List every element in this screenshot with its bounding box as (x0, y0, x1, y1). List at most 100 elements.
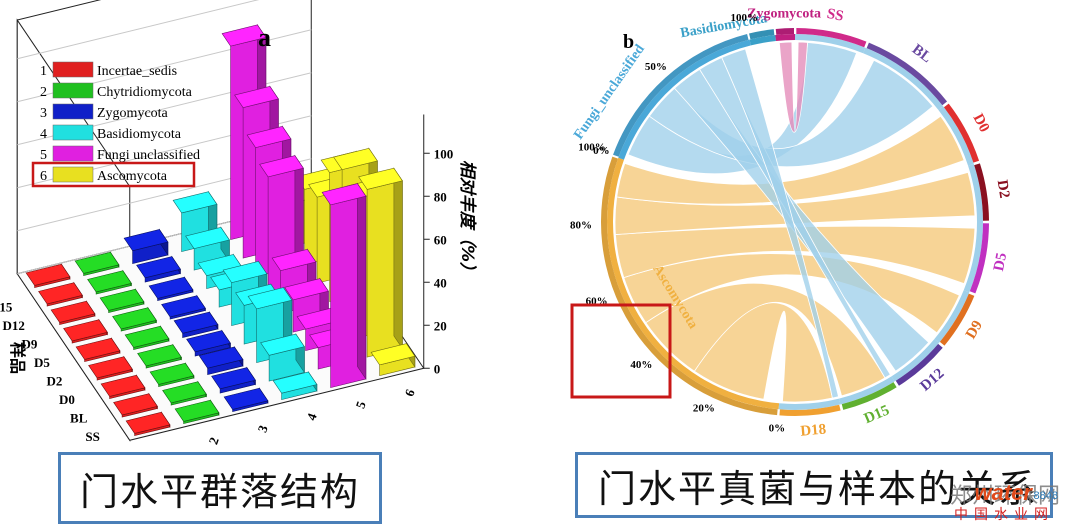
ribbon-Ascomycota-D0 (616, 115, 965, 205)
sample-outer-arc-D0 (943, 103, 980, 163)
ribbons (614, 41, 976, 403)
sample-outer-arc-D18 (779, 404, 841, 416)
sample-label: BL (70, 410, 88, 425)
percent-tick-label: 0% (593, 145, 610, 157)
taxon-label-Zygomycota: Zygomycota (747, 7, 821, 22)
sample-label-D18: D18 (800, 422, 827, 440)
legend-swatch-6 (52, 166, 94, 183)
bar-top-D5-5 (271, 249, 317, 271)
sample-label: D0 (59, 392, 75, 407)
bar-top-D2-2 (137, 344, 182, 367)
legend-highlight-box (31, 161, 196, 188)
legend-index: 4 (40, 127, 47, 142)
sample-label-D5: D5 (991, 251, 1010, 272)
bar-top-D18-1 (25, 263, 71, 286)
legend-label: Basidiomycota (97, 127, 182, 142)
taxon-outer-arc-Basidiomycota (749, 29, 775, 40)
sample-outer-arc-D15 (841, 382, 897, 410)
bar-top-D2-6 (333, 148, 378, 170)
bar-top-SS-4 (272, 371, 318, 394)
sample-label: D5 (34, 355, 50, 370)
taxon-inner-arc-Basidiomycota (749, 35, 776, 46)
bar-top-D2-3 (186, 330, 231, 353)
bar-top-SS-6 (370, 343, 416, 366)
bar-top-BL-1 (113, 393, 158, 416)
legend-swatch-3 (52, 103, 94, 120)
sample-label-D0: D0 (970, 111, 993, 135)
watermark-site: 中国水业网 (954, 507, 1054, 523)
sample-inner-arc-D2 (968, 163, 983, 222)
sample-inner-arc-SS (795, 34, 866, 54)
bar-top-D0-4 (247, 287, 293, 310)
legend-label: Incertae_sedis (97, 64, 177, 79)
legend-label: Fungi unclassified (97, 148, 200, 163)
bar-side-SS-5 (357, 182, 367, 380)
gridline (17, 0, 260, 60)
bar-top-D2-1 (88, 356, 133, 379)
sample-label-D9: D9 (963, 318, 986, 342)
bar-top-D5-2 (124, 325, 170, 348)
caption-a: 门水平群落结构 (58, 452, 382, 524)
taxon-index-label: 6 (401, 387, 417, 399)
legend: 1 Incertae_sedis 2 Chytridiomycota 3 Zygomyco… (31, 61, 200, 188)
z-tick-label: 40 (434, 275, 447, 290)
watermark-number: 8848 (1033, 490, 1058, 502)
bar-top-D5-3 (173, 311, 219, 334)
chord-svg: SSBLD0D2D5D9D12D15D18AscomycotaFungi_unc… (570, 6, 1013, 440)
legend-index: 5 (40, 148, 47, 163)
sample-inner-arc-D12 (891, 338, 940, 382)
taxon-index-label: 2 (205, 435, 221, 445)
taxon-index-label: 4 (303, 411, 319, 423)
watermark-logo: water (974, 480, 1032, 505)
sample-label: D15 (0, 299, 13, 314)
sample-inner-arc-D18 (778, 398, 841, 410)
bar-top-BL-2 (162, 381, 207, 404)
bar-top-D15-2 (87, 270, 132, 293)
bar-top-SS-1 (125, 411, 171, 434)
caption-b: 门水平真菌与样本的关系 (575, 452, 1053, 518)
bar-top-SS-5 (321, 183, 367, 206)
bar-top-D12-2 (99, 288, 145, 311)
bar-top-D12-5 (246, 126, 292, 148)
bar-top-D9-5 (259, 155, 304, 178)
sample-label: D2 (47, 373, 63, 388)
bar-top-D15-1 (38, 282, 83, 305)
bar-top-D18-5 (221, 24, 267, 47)
bar-top-D9-3 (161, 295, 206, 318)
bar3d-svg: 1 Incertae_sedis 2 Chytridiomycota 3 Zygomyco… (0, 0, 477, 458)
z-tick-label: 0 (434, 361, 441, 376)
legend-index: 3 (40, 106, 47, 121)
bar-top-D9-2 (112, 307, 157, 330)
bar-side-BL-6 (393, 167, 403, 350)
sample-label-D12: D12 (917, 366, 947, 395)
taxon-outer-arc-Zygomycota (775, 28, 795, 35)
bar-top-D18-4 (172, 191, 218, 214)
legend-swatch-2 (52, 82, 94, 99)
legend-label: Ascomycota (97, 169, 168, 184)
percent-tick-label: 50% (645, 61, 667, 73)
panel-label-a: a (258, 23, 271, 52)
bar-top-D15-4 (185, 227, 230, 249)
sample-inner-arc-D9 (934, 290, 970, 343)
percent-tick-label: 20% (693, 402, 715, 414)
legend-label: Chytridiomycota (97, 85, 193, 100)
sample-label-BL: BL (909, 41, 935, 66)
taxon-index-label: 3 (254, 423, 270, 435)
bar-top-D12-1 (50, 300, 96, 323)
sample-inner-arc-D15 (839, 376, 895, 405)
bars-group (25, 23, 416, 436)
legend-index: 2 (40, 85, 47, 100)
sample-label-D2: D2 (994, 179, 1013, 200)
z-tick-label: 60 (434, 232, 447, 247)
ascomycota-highlight-box (570, 303, 672, 399)
sample-inner-arc-D5 (963, 222, 983, 293)
ribbon-Zygomycota-SS (778, 41, 808, 133)
bar-top-SS-3 (223, 387, 269, 410)
bar-top-D12-3 (148, 276, 194, 299)
z-tick-label: 100 (434, 146, 454, 161)
outer-arcs (601, 28, 989, 416)
sample-outer-arc-BL (866, 42, 948, 106)
legend-swatch-4 (52, 124, 94, 141)
percent-tick-label: 40% (630, 359, 652, 371)
watermark-account: 郑州环保网 (949, 484, 1060, 509)
